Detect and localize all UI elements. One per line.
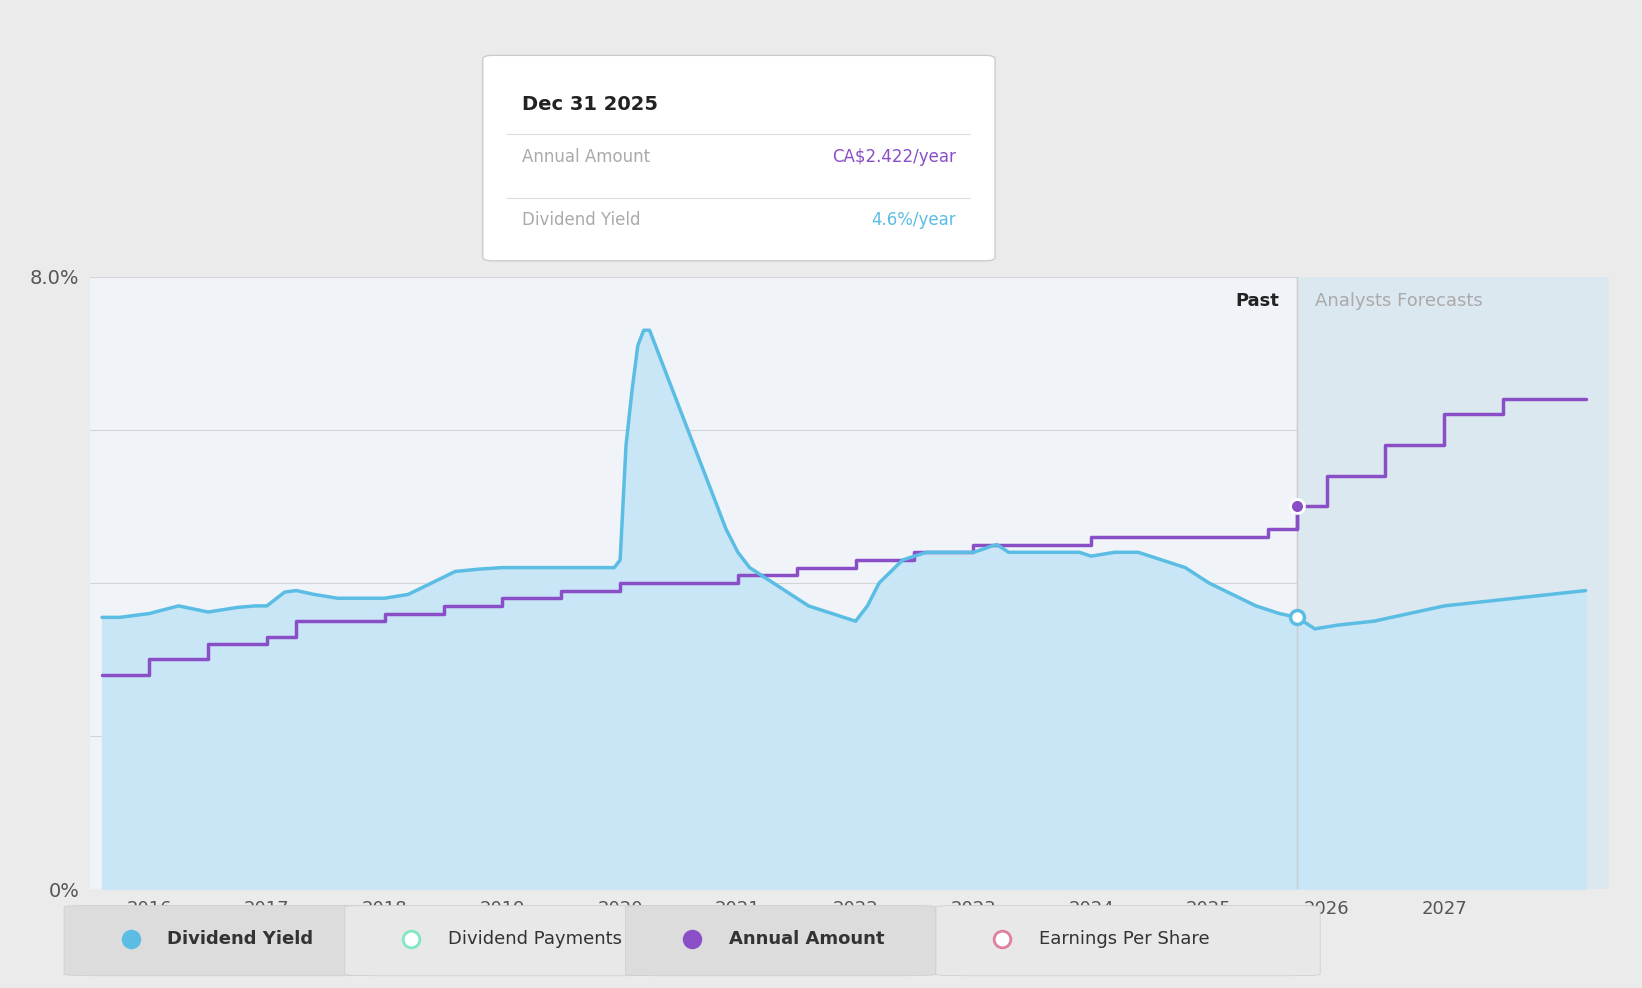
Text: CA$2.422/year: CA$2.422/year (832, 148, 956, 166)
Text: Annual Amount: Annual Amount (522, 148, 650, 166)
FancyBboxPatch shape (936, 905, 1320, 976)
FancyBboxPatch shape (64, 905, 374, 976)
Bar (1297, 277, 1609, 889)
Text: Analysts Forecasts: Analysts Forecasts (1315, 292, 1483, 310)
Text: Dividend Payments: Dividend Payments (448, 930, 622, 947)
Text: Past: Past (1236, 292, 1279, 310)
Text: Dec 31 2025: Dec 31 2025 (522, 95, 658, 114)
FancyBboxPatch shape (345, 905, 655, 976)
FancyBboxPatch shape (626, 905, 936, 976)
Text: Earnings Per Share: Earnings Per Share (1039, 930, 1210, 947)
FancyBboxPatch shape (483, 55, 995, 261)
Text: Dividend Yield: Dividend Yield (522, 211, 640, 229)
Text: 4.6%/year: 4.6%/year (870, 211, 956, 229)
Text: Annual Amount: Annual Amount (729, 930, 885, 947)
Text: Dividend Yield: Dividend Yield (167, 930, 314, 947)
